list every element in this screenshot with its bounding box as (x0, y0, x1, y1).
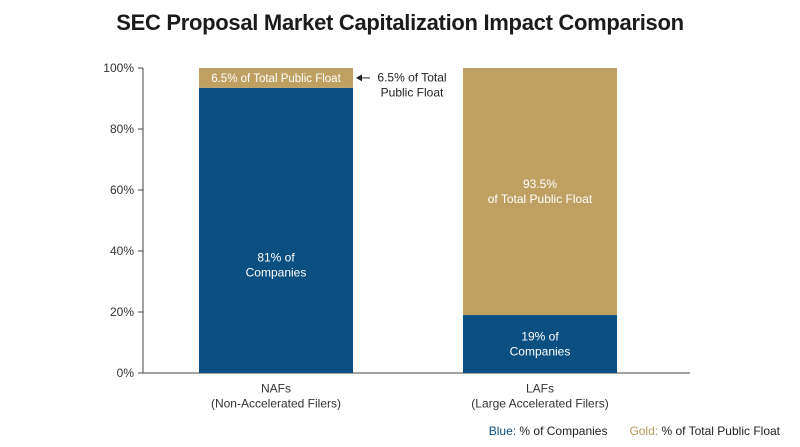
legend-gold-key: Gold: (629, 424, 659, 438)
y-tick-label: 60% (110, 183, 134, 197)
bar-data-label: 81% of Companies (246, 250, 307, 279)
annotation-text: 6.5% of Total Public Float (377, 70, 446, 99)
bar-segment-blue-0 (199, 87, 353, 373)
y-tick-label: 0% (117, 366, 135, 380)
y-tick-label: 40% (110, 244, 134, 258)
y-tick-label: 80% (110, 122, 134, 136)
x-category-label: NAFs (Non-Accelerated Filers) (211, 382, 341, 411)
chart-title: SEC Proposal Market Capitalization Impac… (116, 10, 684, 35)
legend-blue-key: Blue: (488, 424, 517, 438)
y-tick-label: 100% (103, 61, 134, 75)
legend-gold-text: % of Total Public Float (658, 424, 780, 438)
legend: Blue: % of Companies Gold: % of Total Pub… (489, 424, 780, 438)
bar-data-label: 6.5% of Total Public Float (211, 73, 341, 85)
bar-segment-gold-0 (199, 68, 353, 88)
bar-segment-blue-1 (463, 315, 617, 373)
y-tick-label: 20% (110, 305, 134, 319)
bar-data-label: 19% of Companies (510, 330, 571, 359)
annotation-arrowhead (356, 74, 362, 82)
legend-blue-text: % of Companies (516, 424, 608, 438)
bar-segment-gold-1 (463, 68, 617, 316)
bar-data-label: 93.5% of Total Public Float (488, 177, 593, 206)
x-category-label: LAFs (Large Accelerated Filers) (471, 382, 608, 411)
